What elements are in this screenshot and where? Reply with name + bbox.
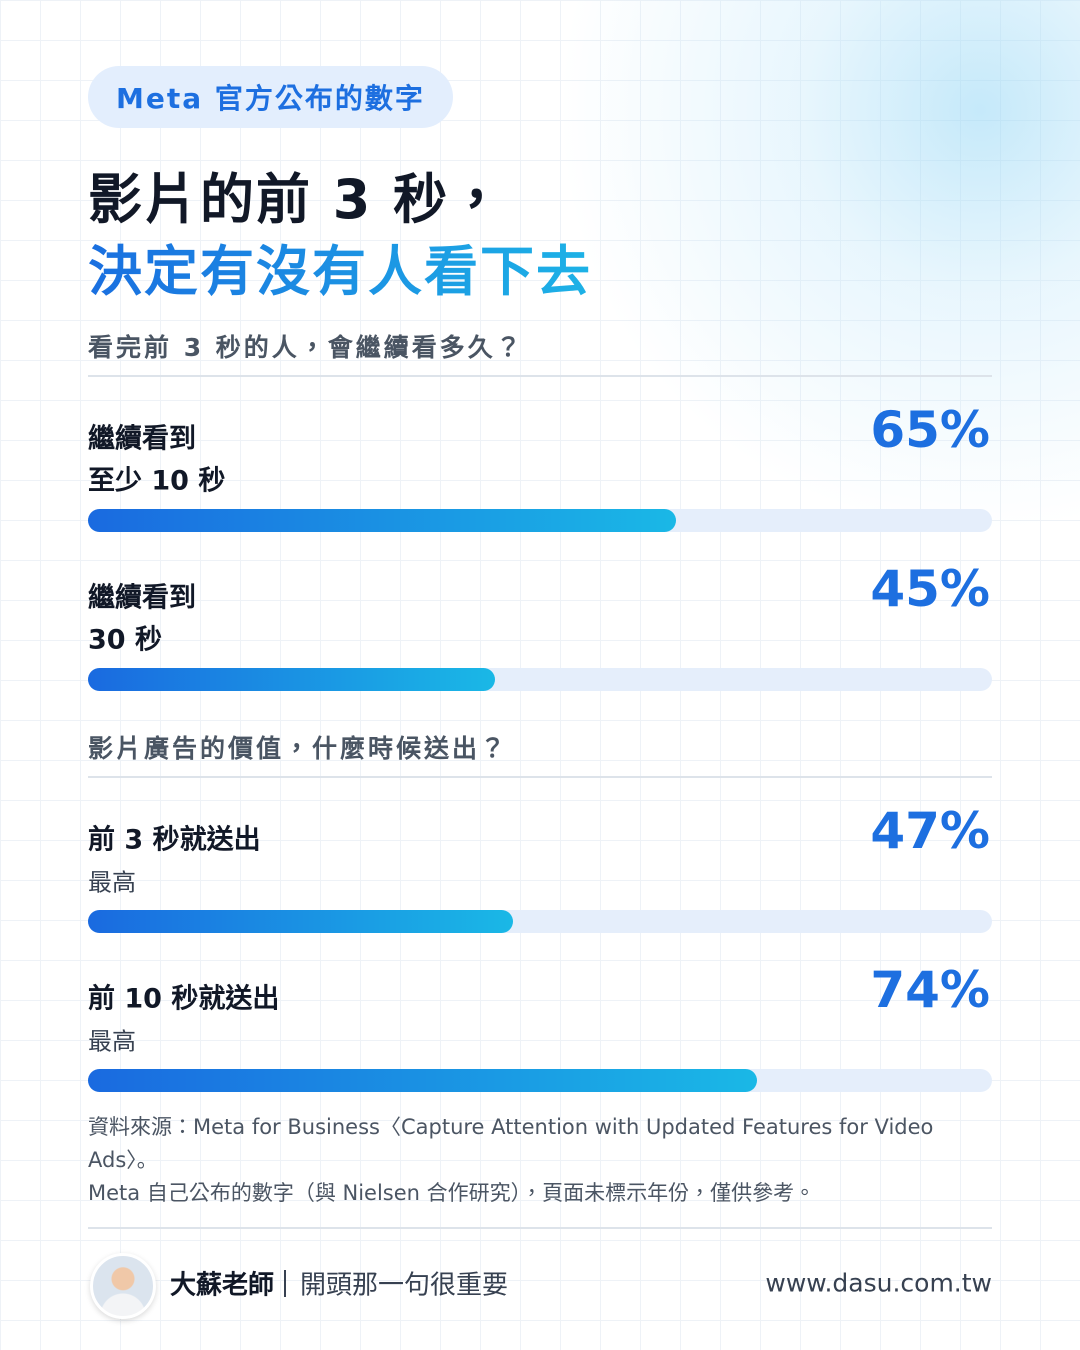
- divider: [88, 1227, 992, 1229]
- bar: [88, 1069, 757, 1092]
- item-label: 至少 10 秒: [88, 465, 226, 497]
- item-label: 前 10 秒就送出: [88, 983, 280, 1015]
- title-line2: 決定有沒有人看下去: [88, 227, 592, 306]
- source: 資料來源：Meta for Business〈Capture Attention…: [88, 1111, 948, 1210]
- item-label: 繼續看到: [88, 582, 196, 614]
- source-line: Meta 自己公布的數字（與 Nielsen 合作研究），頁面未標示年份，僅供參…: [88, 1181, 816, 1205]
- divider: [88, 776, 992, 778]
- bar-track: [88, 668, 992, 691]
- divider: [88, 375, 992, 377]
- bar: [88, 668, 495, 691]
- bar: [88, 509, 676, 532]
- item-label: 前 3 秒就送出: [88, 824, 261, 856]
- value-label: 47%: [870, 802, 990, 860]
- value-label: 45%: [870, 560, 990, 618]
- source-line: 資料來源：Meta for Business〈Capture Attention…: [88, 1115, 934, 1172]
- item-label: 30 秒: [88, 624, 162, 656]
- tagline: 開頭那一句很重要: [300, 1270, 509, 1301]
- badge: Meta 官方公布的數字: [88, 66, 453, 128]
- section-heading: 看完前 3 秒的人，會繼續看多久？: [88, 333, 524, 362]
- value-label: 65%: [870, 401, 990, 459]
- bar-track: [88, 1069, 992, 1092]
- value-label: 74%: [870, 961, 990, 1019]
- bar-track: [88, 509, 992, 532]
- item-note: 最高: [88, 1027, 136, 1056]
- url: www.dasu.com.tw: [765, 1268, 992, 1298]
- item-label: 繼續看到: [88, 423, 196, 455]
- bar-track: [88, 910, 992, 933]
- item-note: 最高: [88, 868, 136, 897]
- author-name: 大蘇老師: [170, 1270, 275, 1301]
- separator: [284, 1270, 286, 1297]
- avatar: [90, 1253, 156, 1319]
- section-heading: 影片廣告的價值，什麼時候送出？: [88, 734, 509, 763]
- title-line1: 影片的前 3 秒，: [88, 168, 506, 231]
- bar: [88, 910, 513, 933]
